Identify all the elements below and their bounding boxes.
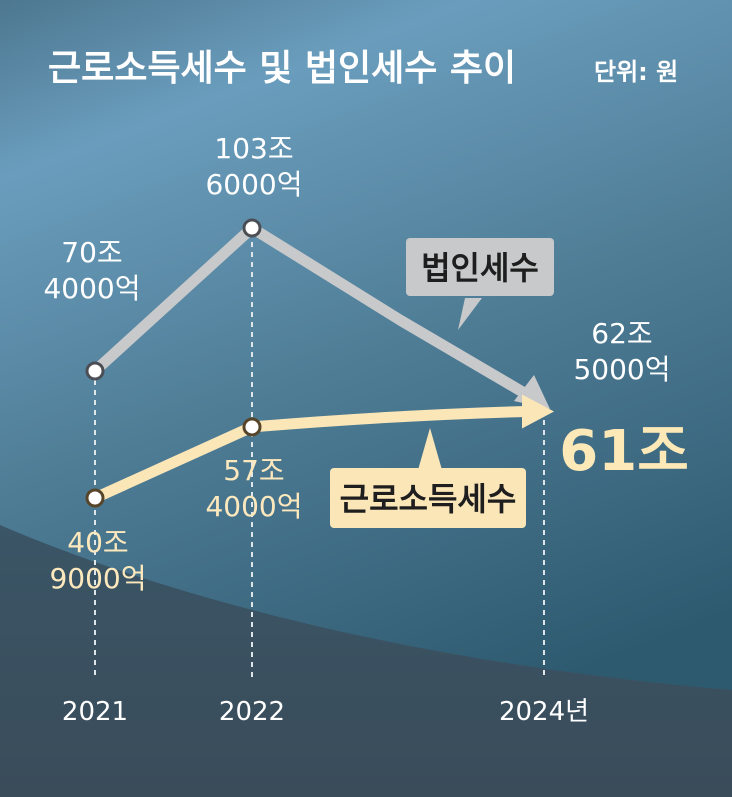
line-labor-tax bbox=[92, 405, 527, 504]
data-label-line: 40조 bbox=[67, 526, 128, 559]
x-tick-3: 2024년 bbox=[499, 697, 589, 727]
data-label-line: 4000억 bbox=[43, 272, 140, 305]
data-label-labor-tax-3: 61조 bbox=[559, 419, 688, 484]
chart-unit: 단위: 원 bbox=[594, 58, 678, 86]
data-label-line: 62조 bbox=[591, 317, 652, 350]
year-guide-lines bbox=[94, 232, 545, 680]
data-label-line: 4000억 bbox=[205, 490, 302, 523]
legend-label-labor: 근로소득세수 bbox=[340, 480, 517, 518]
data-label-line: 70조 bbox=[61, 236, 122, 269]
point-labor-tax-2021 bbox=[85, 488, 105, 508]
line-corporate-tax bbox=[91, 222, 529, 399]
point-labor-tax-2022 bbox=[242, 417, 262, 437]
data-label-line: 57조 bbox=[223, 454, 284, 487]
data-label-corporate-tax-1: 70조 4000억 bbox=[43, 236, 140, 305]
data-label-line: 6000억 bbox=[205, 168, 302, 201]
data-label-labor-tax-1: 40조 9000억 bbox=[49, 526, 146, 595]
x-tick-1: 2021 bbox=[62, 697, 128, 727]
data-label-corporate-tax-2: 103조 6000억 bbox=[205, 132, 302, 201]
legend-corporate-tax: 법인세수 bbox=[406, 238, 554, 330]
point-corporate-tax-2021 bbox=[85, 361, 105, 381]
data-label-line: 61조 bbox=[559, 419, 688, 484]
point-corporate-tax-2022 bbox=[242, 218, 262, 238]
legend-labor-tax: 근로소득세수 bbox=[330, 428, 526, 528]
data-label-line: 103조 bbox=[214, 132, 293, 165]
arrow-labor-tax bbox=[522, 394, 554, 429]
x-axis-tick-labels: 2021 2022 2024년 bbox=[62, 697, 589, 727]
x-tick-2: 2022 bbox=[219, 697, 285, 727]
background-lower-band bbox=[0, 525, 732, 797]
series-lines bbox=[91, 222, 554, 504]
data-label-line: 9000억 bbox=[49, 562, 146, 595]
chart-title: 근로소득세수 및 법인세수 추이 bbox=[48, 48, 516, 89]
legend-label-corporate: 법인세수 bbox=[421, 249, 539, 287]
data-label-labor-tax-2: 57조 4000억 bbox=[205, 454, 302, 523]
data-label-line: 5000억 bbox=[573, 353, 670, 386]
data-label-corporate-tax-3: 62조 5000억 bbox=[573, 317, 670, 386]
series-markers bbox=[85, 218, 262, 508]
